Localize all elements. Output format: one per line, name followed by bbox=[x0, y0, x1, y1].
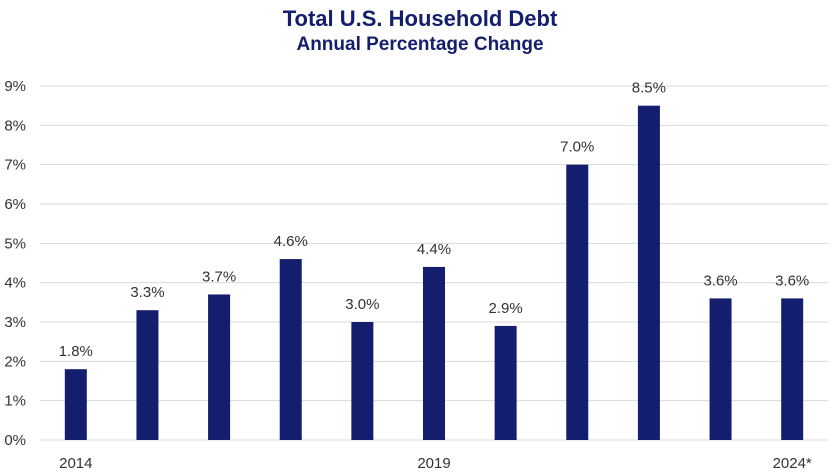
x-tick-label: 2024* bbox=[773, 455, 812, 472]
bars bbox=[64, 105, 804, 441]
y-tick-label: 6% bbox=[4, 196, 26, 213]
chart-title: Total U.S. Household Debt bbox=[282, 6, 558, 31]
bar-2015 bbox=[136, 310, 159, 440]
data-label: 4.4% bbox=[417, 241, 451, 258]
bar-2022 bbox=[637, 105, 660, 441]
bar-2020 bbox=[494, 325, 517, 440]
y-axis-ticks: 0% 1% 2% 3% 4% 5% 6% 7% 8% 9% bbox=[4, 78, 26, 449]
data-label: 4.6% bbox=[274, 233, 308, 250]
y-tick-label: 9% bbox=[4, 78, 26, 95]
bar-2018 bbox=[351, 322, 374, 440]
bar-2019 bbox=[423, 266, 445, 440]
y-tick-label: 4% bbox=[4, 275, 26, 292]
y-tick-label: 3% bbox=[4, 314, 26, 331]
y-tick-label: 7% bbox=[4, 157, 26, 174]
data-label: 7.0% bbox=[560, 139, 594, 156]
bar-2014 bbox=[64, 369, 87, 440]
data-label: 3.6% bbox=[703, 272, 737, 289]
y-tick-label: 5% bbox=[4, 235, 26, 252]
bar-2017 bbox=[279, 259, 302, 440]
x-tick-label: 2014 bbox=[59, 455, 92, 472]
data-labels: 1.8% 3.3% 3.7% 4.6% 3.0% 4.4% 2.9% 7.0% 8.5% 3.6%… bbox=[59, 80, 810, 361]
data-label: 1.8% bbox=[59, 343, 93, 360]
y-tick-label: 1% bbox=[4, 393, 26, 410]
x-tick-label: 2019 bbox=[417, 455, 450, 472]
y-tick-label: 8% bbox=[4, 117, 26, 134]
x-axis-ticks: 2014 2019 2024* bbox=[59, 455, 812, 472]
data-label: 3.6% bbox=[775, 272, 809, 289]
bar-2023 bbox=[709, 298, 732, 440]
bar-2024* bbox=[781, 298, 804, 440]
chart-subtitle: Annual Percentage Change bbox=[296, 34, 544, 55]
y-tick-label: 2% bbox=[4, 353, 26, 370]
bar-2021 bbox=[566, 164, 589, 440]
data-label: 2.9% bbox=[489, 300, 523, 317]
bar-2016 bbox=[208, 294, 231, 440]
data-label: 8.5% bbox=[632, 80, 666, 97]
data-label: 3.7% bbox=[202, 268, 236, 285]
data-label: 3.3% bbox=[130, 284, 164, 301]
y-tick-label: 0% bbox=[4, 432, 26, 449]
data-label: 3.0% bbox=[345, 296, 379, 313]
